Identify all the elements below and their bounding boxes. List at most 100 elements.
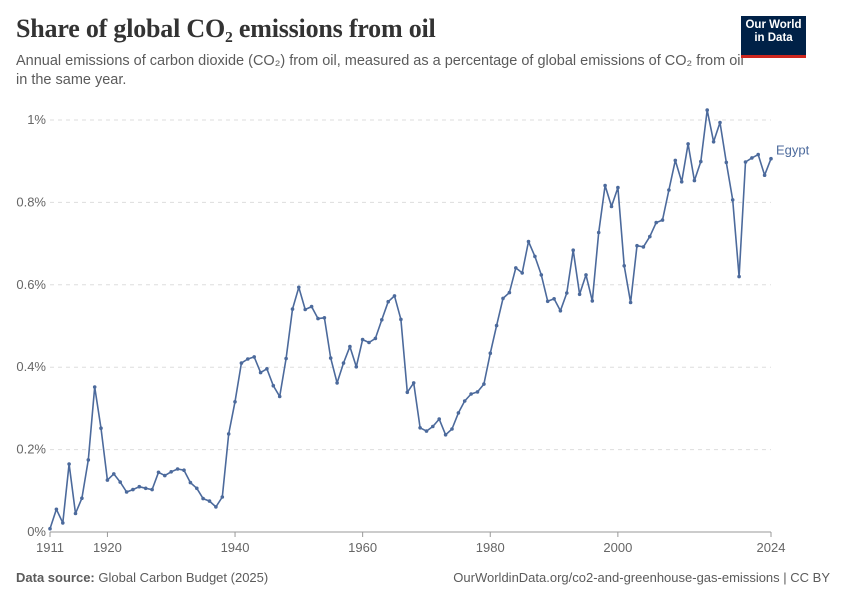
data-point xyxy=(488,351,493,356)
data-point xyxy=(456,411,461,415)
data-point xyxy=(762,173,767,177)
x-tick-label: 1940 xyxy=(221,540,250,555)
data-point xyxy=(380,318,384,322)
data-point xyxy=(686,142,690,146)
data-point xyxy=(284,356,288,361)
data-point xyxy=(673,158,678,163)
data-point xyxy=(105,478,110,482)
data-source-text[interactable]: Global Carbon Budget (2025) xyxy=(98,570,269,585)
data-point xyxy=(609,204,614,209)
data-point xyxy=(596,230,601,235)
x-tick-label: 1960 xyxy=(348,540,377,555)
data-point xyxy=(67,462,71,466)
data-point xyxy=(711,140,716,144)
y-tick-label: 0.8% xyxy=(16,194,46,209)
data-point xyxy=(411,381,416,385)
data-point xyxy=(692,178,697,183)
data-point xyxy=(641,245,646,249)
data-point xyxy=(667,188,671,192)
data-point xyxy=(565,291,569,295)
data-point xyxy=(590,299,595,303)
data-point xyxy=(207,499,212,503)
data-point xyxy=(182,468,186,473)
data-point xyxy=(437,417,442,421)
data-point xyxy=(226,432,231,436)
data-point xyxy=(220,495,225,499)
x-tick-label: 2024 xyxy=(757,540,786,555)
y-tick-label: 1% xyxy=(27,112,46,127)
y-tick-label: 0.6% xyxy=(16,277,46,292)
data-point xyxy=(418,426,422,430)
data-point xyxy=(443,433,448,437)
data-source: Data source: Global Carbon Budget (2025) xyxy=(16,570,268,585)
data-point xyxy=(469,392,473,396)
data-point xyxy=(265,367,269,371)
source-url[interactable]: OurWorldinData.org/co2-and-greenhouse-ga… xyxy=(453,570,830,585)
y-tick-label: 0.2% xyxy=(16,442,46,457)
data-point xyxy=(54,507,59,512)
y-tick-label: 0% xyxy=(27,524,46,539)
y-tick-label: 0.4% xyxy=(16,359,46,374)
data-point xyxy=(360,337,365,342)
data-point xyxy=(558,309,563,313)
data-point xyxy=(341,361,346,365)
data-point xyxy=(335,381,339,385)
logo-line-1: Our World xyxy=(745,19,802,31)
data-point xyxy=(188,480,193,485)
data-point xyxy=(724,160,729,165)
data-point xyxy=(258,370,263,375)
data-point xyxy=(769,156,773,161)
x-axis: 1911 1920 1940 1960 1980 2000 2024 xyxy=(36,531,786,555)
series-label-egypt[interactable]: Egypt xyxy=(776,143,810,158)
data-point xyxy=(297,285,301,290)
data-point xyxy=(750,156,754,160)
data-point xyxy=(539,273,544,277)
data-point xyxy=(501,296,505,301)
data-point xyxy=(328,356,333,360)
data-point xyxy=(80,496,84,501)
data-point xyxy=(277,394,282,399)
series-egypt[interactable] xyxy=(48,108,773,531)
data-point xyxy=(431,424,435,429)
data-point xyxy=(584,273,588,277)
data-point xyxy=(169,470,173,474)
data-point xyxy=(373,336,378,341)
data-point xyxy=(124,490,129,494)
data-point xyxy=(718,120,722,125)
data-point xyxy=(622,264,626,268)
series-line xyxy=(49,109,772,529)
data-point xyxy=(99,426,103,431)
data-point xyxy=(533,254,537,259)
data-point xyxy=(399,317,403,322)
data-point xyxy=(628,300,633,305)
data-point xyxy=(577,292,582,297)
chart-title: Share of global CO₂ emissions from oil xyxy=(16,14,436,43)
data-point xyxy=(552,297,556,301)
data-point xyxy=(743,160,748,164)
data-point xyxy=(635,243,639,248)
data-point xyxy=(462,399,467,403)
data-point xyxy=(405,390,410,395)
data-point xyxy=(520,271,524,275)
data-point xyxy=(494,323,499,328)
data-point xyxy=(137,484,142,489)
data-point xyxy=(507,290,512,295)
data-point xyxy=(526,239,531,244)
data-point xyxy=(660,218,665,222)
data-point xyxy=(156,470,161,475)
data-point xyxy=(150,487,154,492)
data-point xyxy=(482,382,486,386)
data-point xyxy=(309,304,314,309)
data-point xyxy=(233,400,237,404)
data-point xyxy=(201,496,205,501)
x-tick-label: 1920 xyxy=(93,540,122,555)
data-point xyxy=(475,390,480,394)
data-point xyxy=(545,299,550,304)
data-point xyxy=(679,180,684,184)
chart-subtitle: Annual emissions of carbon dioxide (CO₂)… xyxy=(16,53,744,88)
owid-logo[interactable]: Our World in Data xyxy=(741,16,806,58)
data-point xyxy=(392,294,397,298)
data-point xyxy=(354,365,359,369)
data-point xyxy=(571,248,575,252)
